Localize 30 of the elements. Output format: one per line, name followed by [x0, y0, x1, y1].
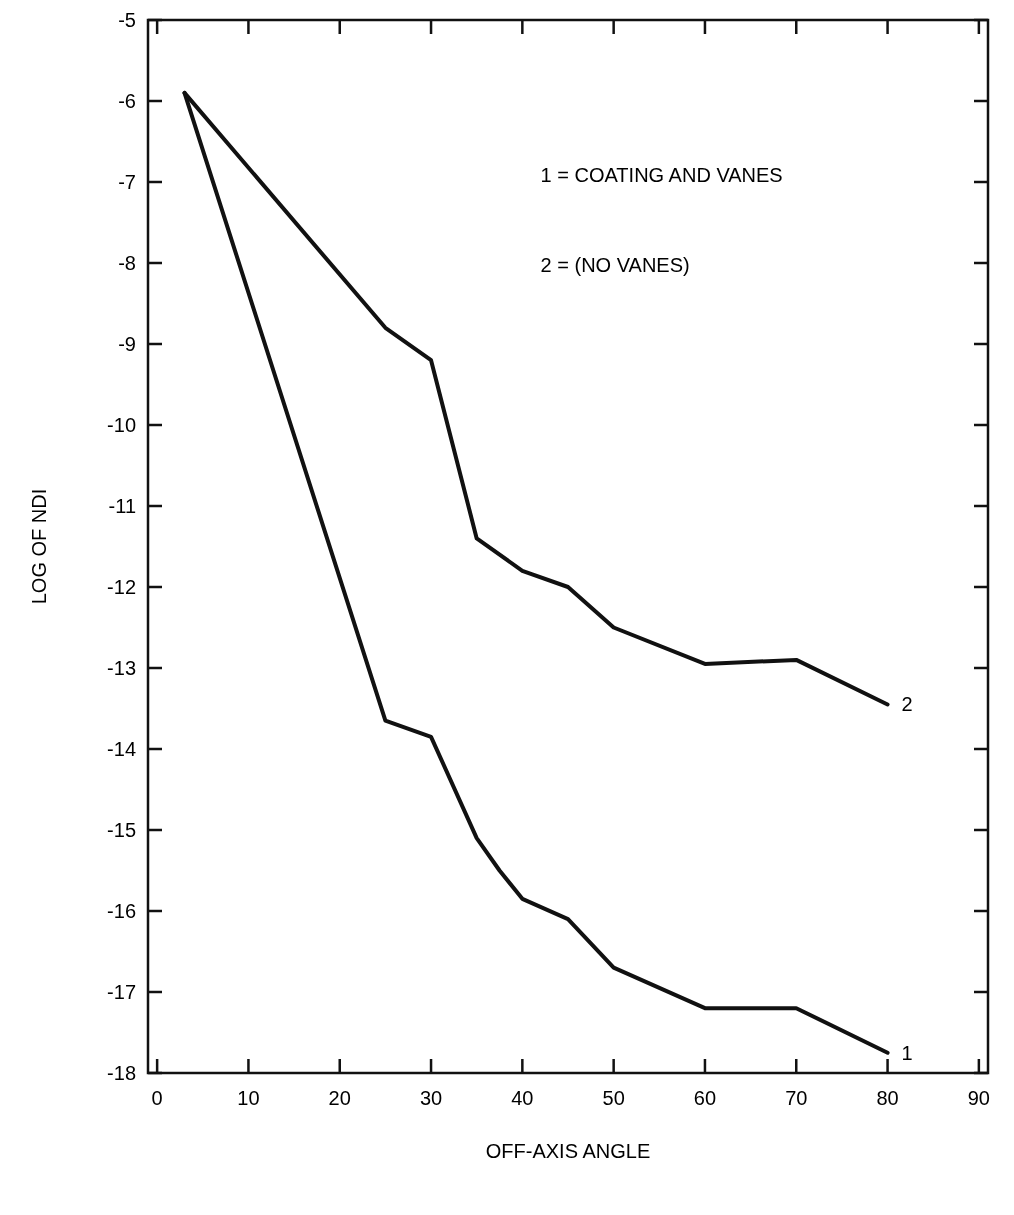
annotation: 1 = COATING AND VANES: [540, 164, 783, 186]
x-tick-label: 0: [151, 1087, 163, 1109]
y-tick-label: -15: [107, 819, 136, 841]
y-tick-label: -9: [118, 333, 136, 355]
y-tick-label: -17: [107, 981, 136, 1003]
x-tick-label: 60: [693, 1087, 717, 1109]
y-tick-label: -18: [107, 1062, 136, 1084]
series-label: 2: [901, 693, 913, 716]
x-tick-label: 30: [419, 1087, 443, 1109]
y-tick-label: -14: [107, 738, 136, 760]
y-tick-label: -16: [107, 900, 136, 922]
y-tick-label: -8: [118, 252, 136, 274]
x-tick-label: 20: [328, 1087, 351, 1109]
series-label: 1: [901, 1041, 913, 1064]
y-tick-label: -7: [118, 171, 136, 193]
y-tick-label: -13: [107, 657, 136, 679]
y-tick-label: -11: [108, 495, 136, 517]
y-tick-label: -6: [118, 90, 136, 112]
annotation: 2 = (NO VANES): [540, 254, 690, 276]
x-tick-label: 10: [237, 1087, 260, 1109]
x-tick-label: 50: [602, 1087, 625, 1109]
x-tick-label: 70: [785, 1087, 808, 1109]
y-tick-label: -5: [118, 9, 136, 31]
x-axis-title: OFF-AXIS ANGLE: [485, 1140, 651, 1162]
x-tick-label: 90: [967, 1087, 990, 1109]
y-tick-label: -10: [107, 414, 136, 436]
x-tick-label: 40: [511, 1087, 534, 1109]
y-tick-label: -12: [107, 576, 136, 598]
x-tick-label: 80: [876, 1087, 899, 1109]
y-axis-title: LOG OF NDI: [28, 488, 50, 605]
